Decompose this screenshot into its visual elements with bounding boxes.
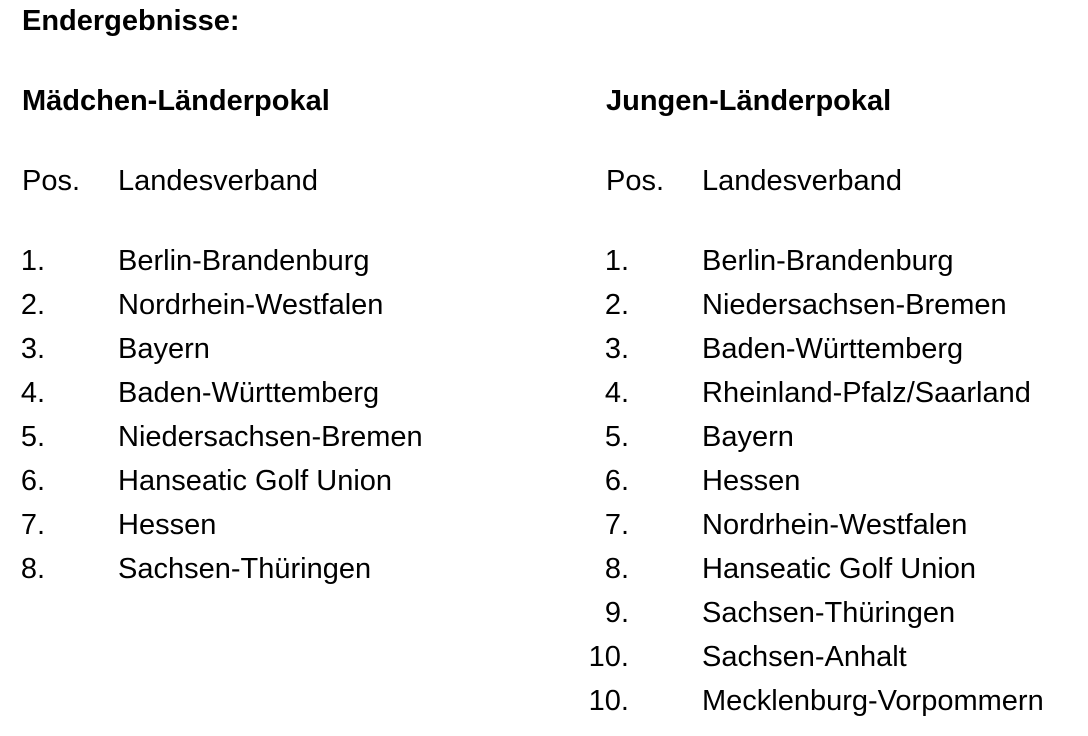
- position-number: 10.: [588, 685, 629, 717]
- column-header-pos: Pos.: [22, 165, 81, 197]
- landesverband-name: Niedersachsen-Bremen: [118, 421, 423, 453]
- page-title: Endergebnisse:: [22, 5, 240, 37]
- landesverband-name: Baden-Württemberg: [118, 377, 380, 409]
- landesverband-name: Rheinland-Pfalz/Saarland: [702, 377, 1031, 409]
- table-row: 2. Nordrhein-Westfalen: [0, 288, 560, 328]
- position-number: 9.: [604, 597, 629, 629]
- landesverband-name: Nordrhein-Westfalen: [702, 509, 968, 541]
- table-row: 9. Sachsen-Thüringen: [584, 596, 1088, 636]
- position-number: 7.: [20, 509, 45, 541]
- position-number: 5.: [20, 421, 45, 453]
- landesverband-name: Niedersachsen-Bremen: [702, 289, 1007, 321]
- table-row: 3. Bayern: [0, 332, 560, 372]
- position-number: 2.: [20, 289, 45, 321]
- boys-cup-heading: Jungen-Länderpokal: [606, 85, 892, 117]
- position-number: 4.: [20, 377, 45, 409]
- table-row: 1. Berlin-Brandenburg: [0, 244, 560, 284]
- landesverband-name: Baden-Württemberg: [702, 333, 964, 365]
- landesverband-name: Mecklenburg-Vorpommern: [702, 685, 1044, 717]
- landesverband-name: Hessen: [702, 465, 801, 497]
- table-row: 3. Baden-Württemberg: [584, 332, 1088, 372]
- table-row: 10. Sachsen-Anhalt: [584, 640, 1088, 680]
- position-number: 3.: [604, 333, 629, 365]
- table-row: 5. Bayern: [584, 420, 1088, 460]
- table-row: 2. Niedersachsen-Bremen: [584, 288, 1088, 328]
- column-header-pos: Pos.: [606, 165, 665, 197]
- position-number: 7.: [604, 509, 629, 541]
- position-number: 1.: [20, 245, 45, 277]
- table-row: 4. Rheinland-Pfalz/Saarland: [584, 376, 1088, 416]
- table-row: 7. Nordrhein-Westfalen: [584, 508, 1088, 548]
- table-row: 8. Hanseatic Golf Union: [584, 552, 1088, 592]
- landesverband-name: Nordrhein-Westfalen: [118, 289, 384, 321]
- landesverband-name: Hanseatic Golf Union: [118, 465, 393, 497]
- table-row: 6. Hessen: [584, 464, 1088, 504]
- landesverband-name: Berlin-Brandenburg: [702, 245, 954, 277]
- table-row: 4. Baden-Württemberg: [0, 376, 560, 416]
- table-row: 5. Niedersachsen-Bremen: [0, 420, 560, 460]
- landesverband-name: Sachsen-Thüringen: [118, 553, 372, 585]
- table-row: 10. Mecklenburg-Vorpommern: [584, 684, 1088, 724]
- position-number: 1.: [604, 245, 629, 277]
- table-row: 6. Hanseatic Golf Union: [0, 464, 560, 504]
- position-number: 3.: [20, 333, 45, 365]
- girls-results-column: Mädchen-Länderpokal Pos. Landesverband 1…: [0, 85, 560, 592]
- boys-results-column: Jungen-Länderpokal Pos. Landesverband 1.…: [584, 0, 1088, 736]
- position-number: 8.: [20, 553, 45, 585]
- column-header-landesverband: Landesverband: [702, 165, 902, 197]
- position-number: 4.: [604, 377, 629, 409]
- landesverband-name: Hanseatic Golf Union: [702, 553, 977, 585]
- table-row: 1. Berlin-Brandenburg: [584, 244, 1088, 284]
- landesverband-name: Bayern: [118, 333, 210, 365]
- landesverband-name: Sachsen-Anhalt: [702, 641, 907, 673]
- girls-cup-heading: Mädchen-Länderpokal: [22, 85, 330, 117]
- position-number: 2.: [604, 289, 629, 321]
- table-row: 7. Hessen: [0, 508, 560, 548]
- position-number: 5.: [604, 421, 629, 453]
- landesverband-name: Berlin-Brandenburg: [118, 245, 370, 277]
- position-number: 6.: [20, 465, 45, 497]
- position-number: 10.: [588, 641, 629, 673]
- column-header-landesverband: Landesverband: [118, 165, 318, 197]
- landesverband-name: Hessen: [118, 509, 217, 541]
- landesverband-name: Sachsen-Thüringen: [702, 597, 956, 629]
- landesverband-name: Bayern: [702, 421, 794, 453]
- table-row: 8. Sachsen-Thüringen: [0, 552, 560, 592]
- position-number: 8.: [604, 553, 629, 585]
- position-number: 6.: [604, 465, 629, 497]
